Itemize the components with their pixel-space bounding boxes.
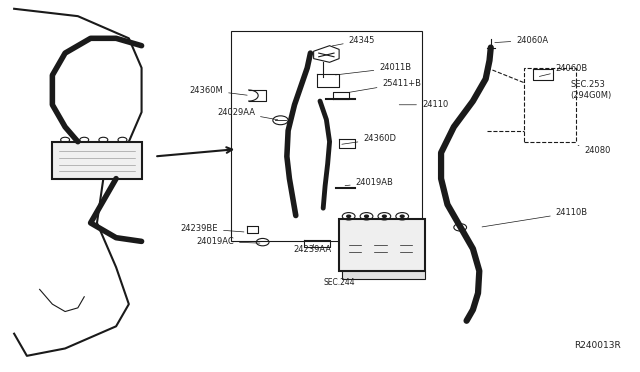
Text: 24019AB: 24019AB (345, 178, 394, 187)
Bar (231, 31, 422, 241)
Text: 24110B: 24110B (482, 208, 588, 227)
Circle shape (383, 215, 387, 217)
Text: 24060A: 24060A (495, 36, 548, 45)
Bar (524, 68, 576, 142)
Text: 24345: 24345 (332, 36, 375, 46)
Text: 24011B: 24011B (335, 63, 412, 75)
Text: 24029AA: 24029AA (217, 108, 278, 120)
Text: 24360D: 24360D (342, 134, 396, 144)
Text: 24239BE: 24239BE (180, 224, 244, 233)
Circle shape (400, 215, 404, 217)
Bar (342, 271, 425, 279)
Text: R240013R: R240013R (574, 341, 621, 350)
Circle shape (347, 215, 351, 217)
Text: 24019AC: 24019AC (196, 237, 260, 246)
Text: SEC.253
(294G0M): SEC.253 (294G0M) (570, 80, 612, 100)
Text: 24360M: 24360M (189, 86, 247, 95)
Text: 24060B: 24060B (540, 64, 588, 76)
Bar (339, 219, 425, 271)
Bar (52, 142, 141, 179)
Text: 24080: 24080 (578, 145, 611, 155)
Text: SEC.244: SEC.244 (323, 278, 355, 287)
Text: 25411+B: 25411+B (348, 79, 422, 93)
Text: 24239AA: 24239AA (293, 244, 332, 254)
Circle shape (365, 215, 369, 217)
Text: 24110: 24110 (399, 100, 448, 109)
